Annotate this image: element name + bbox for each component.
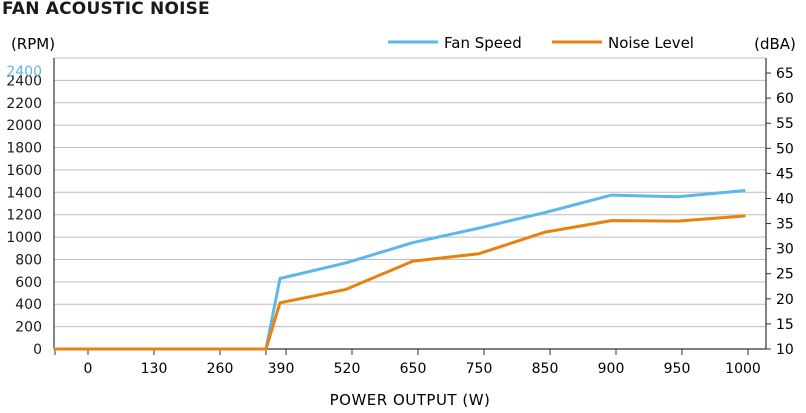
x-axis-label: POWER OUTPUT (W) [330,391,491,409]
chart-title: FAN ACOUSTIC NOISE [2,0,210,19]
y-right-tick-label: 15 [776,317,794,333]
y-right-tick-label: 40 [776,191,794,207]
x-tick-label: 750 [466,361,493,377]
x-tick-label: 1000 [725,361,761,377]
y-left-tick-label: 2000 [6,118,42,134]
y-left-tick-label: 0 [33,342,42,358]
y-right-tick-label: 55 [776,116,794,132]
series-line-fan-speed [53,189,746,351]
y-left-tick-label: 2400 [6,64,42,80]
y-right-tick-label: 50 [776,141,794,157]
y-left-tick-label: 1200 [6,208,42,224]
x-tick-label: 260 [207,361,234,377]
y-right-tick-label: 60 [776,91,794,107]
x-tick-label: 650 [400,361,427,377]
y-right-axis-label: (dBA) [754,35,796,53]
series-line-noise-level [53,214,746,351]
y-right-tick-label: 25 [776,267,794,283]
y-left-tick-label: 2400 [6,73,42,89]
y-right-tick-label: 45 [776,166,794,182]
y-left-tick-label: 200 [15,320,42,336]
y-left-tick-label: 1400 [6,185,42,201]
y-right-tick-label: 20 [776,292,794,308]
y-left-tick-label: 1800 [6,141,42,157]
x-tick-label: 390 [268,361,295,377]
y-right-tick-label: 10 [776,342,794,358]
y-left-tick-label: 800 [15,252,42,268]
x-tick-label: 0 [84,361,93,377]
y-right-tick-label: 30 [776,242,794,258]
legend-label: Noise Level [608,34,694,52]
y-left-axis-label: (RPM) [11,35,55,53]
x-tick-label: 900 [598,361,625,377]
y-left-tick-label: 1000 [6,230,42,246]
y-left-tick-label: 400 [15,297,42,313]
y-left-tick-label: 2200 [6,96,42,112]
y-left-tick-label: 1600 [6,163,42,179]
x-tick-label: 950 [664,361,691,377]
legend-label: Fan Speed [444,34,522,52]
y-left-tick-label: 600 [15,275,42,291]
y-right-tick-label: 65 [776,66,794,82]
x-tick-label: 130 [141,361,168,377]
y-right-tick-label: 35 [776,217,794,233]
x-tick-label: 850 [532,361,559,377]
x-tick-label: 520 [334,361,361,377]
